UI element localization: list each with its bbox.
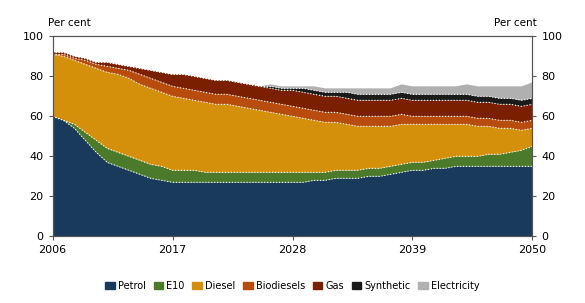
Legend: Petrol, E10, Diesel, Biodiesels, Gas, Synthetic, Electricity: Petrol, E10, Diesel, Biodiesels, Gas, Sy… <box>101 277 484 295</box>
Text: Per cent: Per cent <box>48 18 91 28</box>
Text: Per cent: Per cent <box>494 18 537 28</box>
